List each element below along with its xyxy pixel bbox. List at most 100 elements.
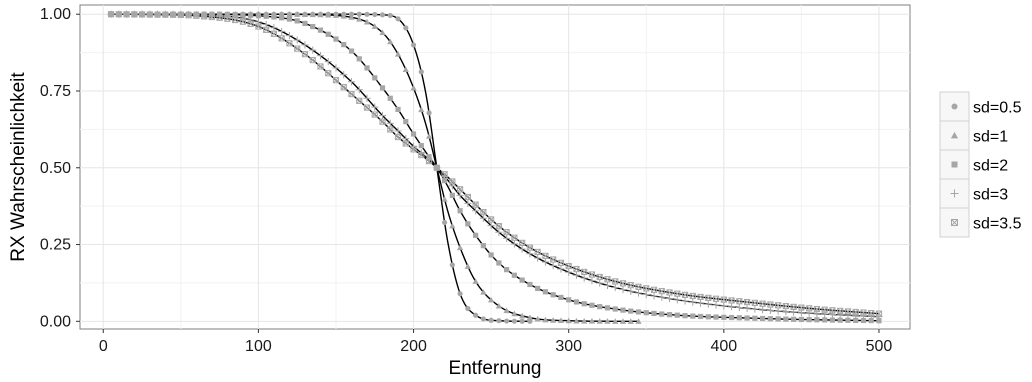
data-point — [465, 221, 471, 227]
data-point — [511, 234, 518, 241]
data-point — [735, 303, 743, 312]
point-square — [496, 260, 502, 266]
data-point — [107, 11, 115, 18]
point-box — [782, 303, 789, 310]
data-point — [673, 296, 681, 304]
point-box — [348, 90, 355, 98]
data-point — [689, 298, 697, 306]
data-point — [806, 305, 813, 312]
data-point — [449, 178, 456, 185]
point-square — [465, 221, 471, 227]
point-square — [604, 305, 611, 311]
data-point — [565, 268, 573, 276]
point-circle — [410, 42, 417, 48]
point-triangle — [425, 133, 433, 139]
point-box — [201, 13, 208, 20]
data-point — [634, 289, 643, 297]
point-square — [566, 297, 572, 303]
point-box-x2 — [759, 300, 766, 307]
data-point — [472, 201, 479, 208]
point-triangle — [635, 318, 642, 324]
point-box-x2 — [108, 11, 114, 18]
point-circle — [356, 11, 362, 17]
data-point — [503, 229, 510, 236]
data-point — [666, 312, 673, 318]
point-box-x2 — [720, 296, 727, 303]
data-point — [403, 25, 409, 31]
data-point — [837, 317, 843, 323]
data-point — [480, 243, 486, 249]
point-box — [433, 164, 440, 171]
data-point — [541, 258, 550, 266]
data-point — [743, 304, 751, 312]
data-point — [224, 15, 231, 22]
point-box — [294, 45, 301, 52]
data-point — [619, 280, 627, 287]
point-box — [534, 248, 541, 256]
data-point — [867, 312, 875, 320]
data-point — [782, 303, 789, 310]
point-box-x2 — [821, 306, 828, 313]
point-box-x2 — [433, 164, 440, 171]
point-square — [791, 316, 797, 322]
data-point — [387, 126, 394, 133]
point-box — [844, 308, 852, 315]
point-box-x2 — [348, 91, 355, 98]
data-point — [317, 27, 324, 33]
point-box — [573, 265, 580, 273]
point-square — [597, 304, 603, 310]
point-box — [464, 193, 471, 201]
legend-item: sd=0.5 — [939, 91, 1022, 122]
point-box-x2 — [876, 310, 882, 317]
data-point — [379, 85, 386, 91]
data-point — [496, 318, 502, 324]
data-point — [588, 318, 596, 324]
axes: 0 100 200 300 400 500 0.00 0.25 0.50 0.75 1.00 — [40, 6, 893, 355]
x-tick-label: 200 — [400, 338, 427, 355]
point-square — [767, 316, 773, 322]
point-box — [193, 12, 200, 19]
data-point — [340, 13, 347, 19]
point-box-x2 — [604, 276, 611, 283]
point-triangle — [573, 317, 580, 324]
point-square — [744, 315, 750, 321]
point-square — [783, 316, 789, 322]
point-box — [286, 40, 293, 47]
plot-panel — [79, 4, 911, 330]
point-box — [759, 300, 766, 307]
point-box-x2 — [682, 291, 689, 298]
point-square — [682, 313, 688, 319]
grid-lines — [80, 5, 910, 329]
data-point — [302, 20, 308, 27]
point-circle — [519, 318, 525, 324]
point-box-x2 — [201, 13, 208, 20]
data-point — [332, 77, 340, 84]
data-point — [558, 294, 564, 301]
point-square — [263, 13, 269, 19]
point-triangle — [565, 317, 572, 324]
data-point — [549, 262, 557, 270]
point-triangle — [627, 318, 634, 324]
point-triangle — [619, 318, 627, 324]
point-square — [581, 301, 587, 307]
point-square — [651, 310, 657, 317]
data-point — [294, 18, 300, 24]
data-point — [379, 118, 386, 125]
point-square — [659, 311, 665, 317]
point-box-x2 — [713, 295, 720, 302]
data-point — [316, 52, 325, 60]
data-point — [744, 298, 751, 306]
data-point — [580, 274, 588, 282]
data-point — [829, 307, 836, 314]
data-point — [410, 42, 417, 48]
data-point — [363, 94, 371, 102]
data-point — [565, 262, 572, 270]
point-triangle — [534, 315, 541, 322]
point-box-x2 — [951, 219, 958, 226]
data-point — [402, 140, 409, 147]
data-point — [465, 305, 471, 312]
data-point — [527, 281, 533, 288]
data-point — [511, 272, 517, 278]
point-triangle — [495, 302, 502, 309]
